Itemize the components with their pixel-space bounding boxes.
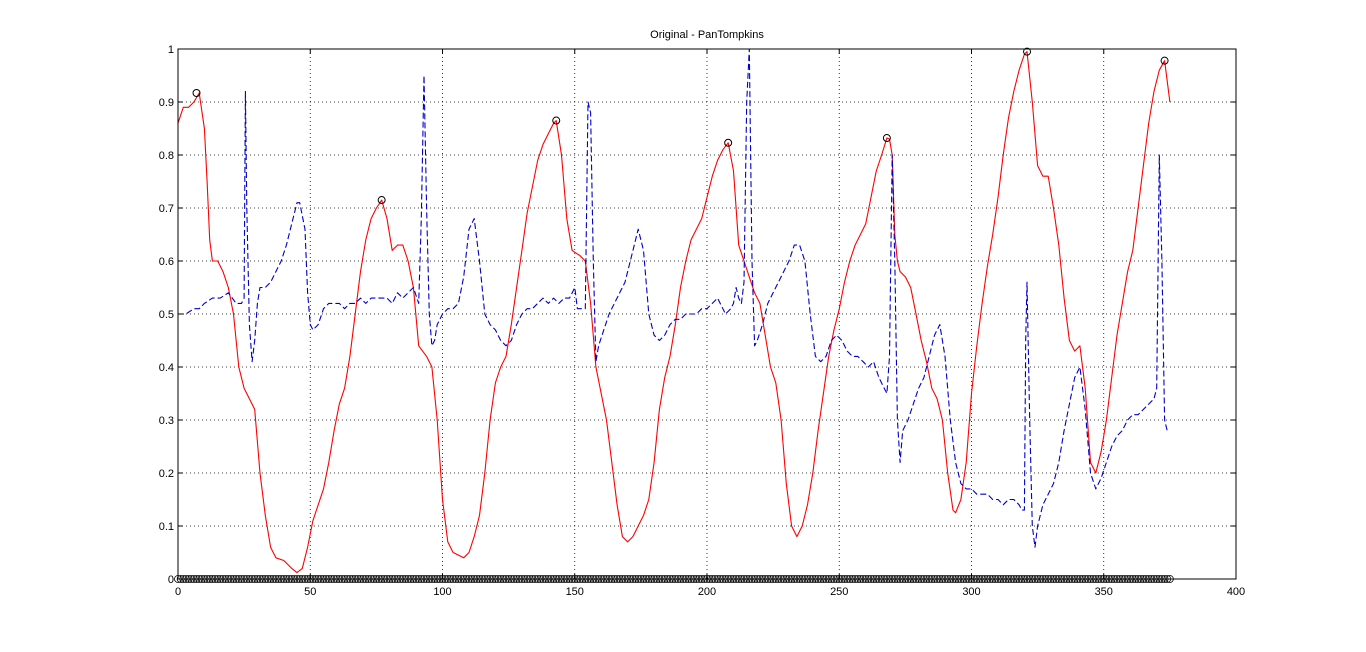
y-tick-label: 1	[168, 44, 174, 56]
peak-marker	[1160, 56, 1169, 65]
x-axis: 0 50 100 150 200 250 300 350 400	[175, 49, 1245, 598]
peak-marker	[192, 88, 201, 97]
y-tick-label: 0.2	[159, 468, 174, 480]
series-line-red	[177, 51, 1171, 574]
x-tick-label: 250	[830, 586, 848, 598]
x-tick-label: 350	[1095, 586, 1113, 598]
x-tick-label: 50	[304, 586, 316, 598]
peak-marker	[724, 138, 733, 147]
y-tick-label: 0.1	[159, 521, 174, 533]
y-tick-label: 0.9	[159, 97, 174, 109]
plot-area	[174, 47, 1174, 583]
peak-marker	[1023, 47, 1032, 56]
x-tick-label: 400	[1227, 586, 1245, 598]
y-tick-label: 0.6	[159, 256, 174, 268]
y-tick-label: 0.5	[159, 309, 174, 321]
grid	[178, 49, 1236, 579]
peak-marker	[882, 134, 891, 143]
x-tick-label: 300	[962, 586, 980, 598]
x-tick-label: 150	[566, 586, 584, 598]
y-tick-label: 0.3	[159, 415, 174, 427]
x-tick-label: 200	[698, 586, 716, 598]
peak-marker	[552, 116, 561, 125]
axes-box	[177, 48, 1237, 580]
chart-title: Original - PanTompkins	[650, 29, 764, 41]
y-tick-label: 0.7	[159, 203, 174, 215]
x-tick-label: 100	[433, 586, 451, 598]
y-axis: 0 0.1 0.2 0.3 0.4 0.5 0.6 0.7 0.8 0.9 1	[159, 44, 1236, 586]
y-tick-label: 0.4	[159, 362, 174, 374]
y-tick-label: 0.8	[159, 150, 174, 162]
peak-marker	[377, 196, 386, 205]
y-tick-label: 0	[168, 574, 174, 586]
x-tick-label: 0	[175, 586, 181, 598]
